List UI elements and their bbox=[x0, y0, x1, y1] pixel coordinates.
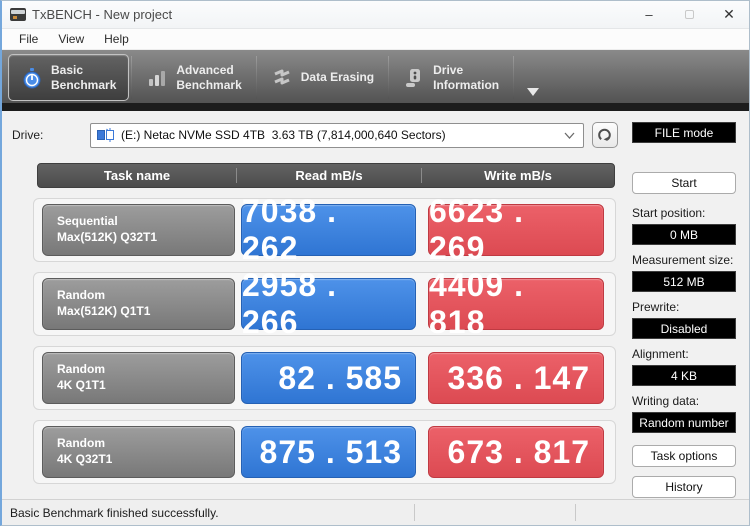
alignment-value[interactable]: 4 KB bbox=[632, 365, 736, 386]
task-button-random-4k-q1t1[interactable]: Random 4K Q1T1 bbox=[42, 352, 235, 404]
alignment-field: Alignment: 4 KB bbox=[632, 347, 736, 386]
tab-label: Data Erasing bbox=[300, 70, 375, 84]
history-button[interactable]: History bbox=[632, 476, 736, 498]
start-button[interactable]: Start bbox=[632, 172, 736, 194]
minimize-button[interactable]: – bbox=[645, 7, 653, 22]
writing-data-field: Writing data: Random number bbox=[632, 394, 736, 433]
table-row: Random Max(512K) Q1T1 2958 . 266 4409 . … bbox=[33, 267, 616, 340]
tab-advanced-benchmark[interactable]: Advanced Benchmark bbox=[134, 54, 253, 101]
field-label: Alignment: bbox=[632, 347, 689, 361]
settings-sidebar: FILE mode Start Start position: 0 MB Mea… bbox=[621, 111, 749, 499]
drive-row: Drive: (E:) Netac NVMe SSD 4TB 3.63 TB (… bbox=[12, 121, 621, 149]
tab-separator bbox=[131, 56, 133, 99]
read-speed-value: 2958 . 266 bbox=[241, 267, 416, 340]
table-row: Random 4K Q1T1 82 . 585 336 . 147 bbox=[33, 346, 616, 410]
file-mode-button[interactable]: FILE mode bbox=[632, 122, 736, 143]
chevron-down-icon bbox=[564, 132, 575, 139]
tab-separator bbox=[255, 56, 257, 99]
menu-view[interactable]: View bbox=[58, 32, 85, 46]
writing-data-value[interactable]: Random number bbox=[632, 412, 736, 433]
drive-info-icon bbox=[406, 68, 421, 87]
read-speed-value: 82 . 585 bbox=[241, 352, 416, 404]
table-header: Task name Read mB/s Write mB/s bbox=[37, 163, 615, 188]
write-speed-value: 673 . 817 bbox=[428, 426, 604, 478]
prewrite-value[interactable]: Disabled bbox=[632, 318, 736, 339]
eraser-icon bbox=[274, 69, 290, 84]
stopwatch-icon bbox=[23, 67, 41, 88]
prewrite-field: Prewrite: Disabled bbox=[632, 300, 736, 339]
tab-bar: Basic Benchmark Advanced Benchmark Data Er… bbox=[2, 50, 749, 111]
tab-separator bbox=[513, 56, 515, 99]
status-divider bbox=[414, 504, 415, 521]
measurement-size-value[interactable]: 512 MB bbox=[632, 271, 736, 292]
drive-label: Drive: bbox=[12, 128, 44, 142]
more-tabs-caret-icon[interactable] bbox=[526, 87, 540, 97]
task-options-button[interactable]: Task options bbox=[632, 445, 736, 467]
bar-chart-icon bbox=[149, 70, 166, 86]
column-header-write: Write mB/s bbox=[484, 168, 552, 183]
table-row: Sequential Max(512K) Q32T1 7038 . 262 66… bbox=[33, 193, 616, 266]
window-title: TxBENCH - New project bbox=[32, 7, 173, 22]
app-icon bbox=[10, 8, 26, 21]
column-header-task: Task name bbox=[103, 168, 171, 183]
menu-bar: File View Help bbox=[2, 29, 749, 50]
close-button[interactable]: ✕ bbox=[723, 6, 735, 22]
title-bar: TxBENCH - New project – ✕ bbox=[2, 1, 749, 29]
main-panel: Drive: (E:) Netac NVMe SSD 4TB 3.63 TB (… bbox=[2, 111, 621, 499]
content-area: Drive: (E:) Netac NVMe SSD 4TB 3.63 TB (… bbox=[2, 111, 749, 499]
field-label: Writing data: bbox=[632, 394, 700, 408]
drive-icon bbox=[97, 128, 114, 142]
status-divider bbox=[575, 504, 576, 521]
tab-separator bbox=[388, 56, 390, 99]
start-position-field: Start position: 0 MB bbox=[632, 206, 736, 245]
menu-help[interactable]: Help bbox=[104, 32, 129, 46]
measurement-size-field: Measurement size: 512 MB bbox=[632, 253, 736, 292]
read-speed-value: 875 . 513 bbox=[241, 426, 416, 478]
field-label: Measurement size: bbox=[632, 253, 734, 267]
start-position-value[interactable]: 0 MB bbox=[632, 224, 736, 245]
read-speed-value: 7038 . 262 bbox=[241, 193, 416, 266]
tab-data-erasing[interactable]: Data Erasing bbox=[259, 54, 386, 101]
task-button-sequential-q32t1[interactable]: Sequential Max(512K) Q32T1 bbox=[42, 204, 235, 256]
tab-label: Advanced Benchmark bbox=[176, 62, 242, 92]
tab-drive-information[interactable]: Drive Information bbox=[391, 54, 511, 101]
drive-selected-value: (E:) Netac NVMe SSD 4TB 3.63 TB (7,814,0… bbox=[121, 128, 446, 142]
maximize-button[interactable] bbox=[669, 1, 709, 28]
status-bar: Basic Benchmark finished successfully. bbox=[2, 499, 749, 525]
tab-label: Drive Information bbox=[433, 62, 500, 92]
drive-combobox[interactable]: (E:) Netac NVMe SSD 4TB 3.63 TB (7,814,0… bbox=[90, 122, 584, 148]
benchmark-table: Task name Read mB/s Write mB/s Sequentia… bbox=[33, 163, 616, 484]
task-button-random-q1t1[interactable]: Random Max(512K) Q1T1 bbox=[42, 278, 235, 330]
write-speed-value: 336 . 147 bbox=[428, 352, 604, 404]
field-label: Start position: bbox=[632, 206, 706, 220]
write-speed-value: 4409 . 818 bbox=[428, 267, 604, 340]
write-speed-value: 6623 . 269 bbox=[428, 193, 604, 266]
tab-basic-benchmark[interactable]: Basic Benchmark bbox=[8, 54, 130, 101]
column-header-read: Read mB/s bbox=[236, 168, 422, 183]
tab-label: Basic Benchmark bbox=[51, 62, 117, 92]
menu-file[interactable]: File bbox=[19, 32, 39, 46]
field-label: Prewrite: bbox=[632, 300, 680, 314]
refresh-drives-button[interactable] bbox=[592, 122, 618, 148]
table-row: Random 4K Q32T1 875 . 513 673 . 817 bbox=[33, 420, 616, 484]
task-button-random-4k-q32t1[interactable]: Random 4K Q32T1 bbox=[42, 426, 235, 478]
refresh-icon bbox=[598, 128, 611, 141]
status-message: Basic Benchmark finished successfully. bbox=[10, 505, 219, 520]
